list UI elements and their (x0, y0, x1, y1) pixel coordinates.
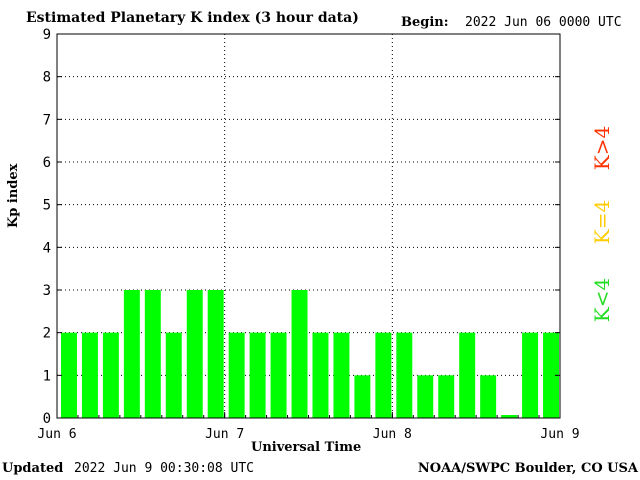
kp-bar (102, 332, 119, 418)
kp-bar (354, 375, 371, 418)
y-tick-label: 9 (43, 27, 51, 43)
kp-bar (228, 332, 245, 418)
chart-title: Estimated Planetary K index (3 hour data… (26, 10, 359, 26)
x-axis-label: Universal Time (251, 440, 362, 455)
kp-bar (270, 332, 287, 418)
kp-bar (333, 332, 350, 418)
x-tick-label: Jun 9 (540, 427, 579, 442)
y-tick-label: 4 (43, 240, 51, 256)
kp-bar (123, 290, 140, 418)
y-tick-label: 7 (43, 112, 51, 128)
kp-bar (312, 332, 329, 418)
x-tick-label: Jun 8 (373, 427, 412, 442)
x-tick-label: Jun 7 (205, 427, 244, 442)
kp-bar (543, 332, 559, 418)
kp-bar (438, 375, 455, 418)
legend-entry: K<4 (590, 278, 614, 322)
legend-entry: K>4 (590, 126, 614, 170)
kp-bar (480, 375, 497, 418)
x-tick-label: Jun 6 (37, 427, 76, 442)
y-tick-label: 5 (43, 198, 51, 214)
kp-bar (207, 290, 224, 418)
y-tick-label: 2 (43, 326, 51, 342)
y-tick-label: 1 (43, 368, 51, 384)
y-tick-label: 6 (43, 155, 51, 171)
kp-bar (249, 332, 266, 418)
y-tick-label: 8 (43, 70, 51, 86)
kp-bar (165, 332, 182, 418)
legend-entry: K=4 (590, 200, 614, 244)
credit-line: NOAA/SWPC Boulder, CO USA (417, 461, 638, 476)
updated-label: Updated (2, 461, 64, 476)
kp-bar (396, 332, 413, 418)
kp-bar (291, 290, 308, 418)
kp-bar (522, 332, 539, 418)
kp-bar (81, 332, 98, 418)
kp-bar (375, 332, 392, 418)
kp-bar (417, 375, 434, 418)
begin-label: Begin: (401, 15, 449, 30)
kp-bar (61, 332, 77, 418)
kp-bar (501, 415, 518, 418)
y-tick-label: 0 (43, 411, 51, 427)
y-tick-label: 3 (43, 283, 51, 299)
kp-bar (459, 332, 476, 418)
updated-value: 2022 Jun 9 00:30:08 UTC (74, 461, 255, 476)
begin-value: 2022 Jun 06 0000 UTC (465, 15, 622, 30)
kp-bar (144, 290, 161, 418)
kp-bar (186, 290, 203, 418)
